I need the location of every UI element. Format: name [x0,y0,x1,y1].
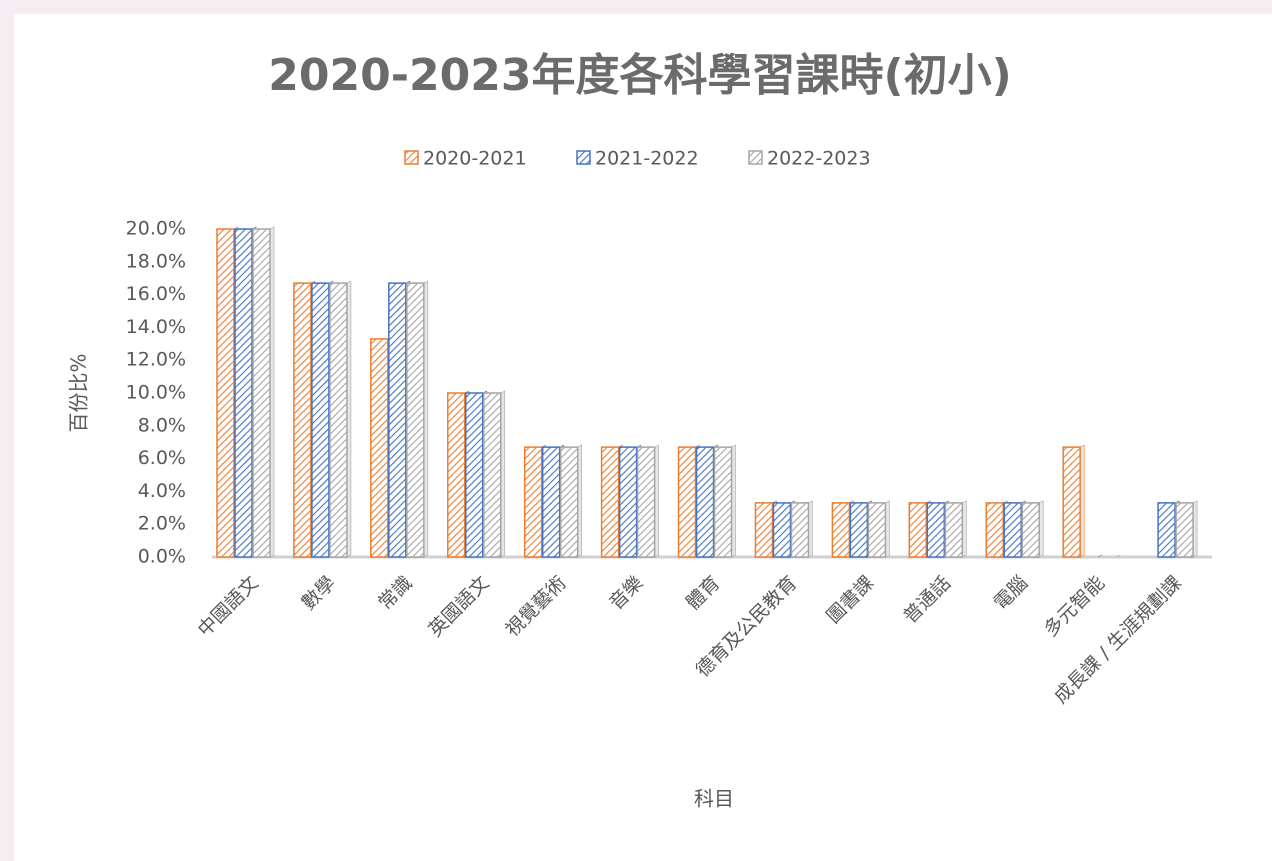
bar [407,283,424,557]
legend-swatch [577,151,590,164]
bar [945,503,962,557]
chart: 2020-2023年度各科學習課時(初小) 百份比% 科目 0.0% 2.0% 4.… [0,0,1272,861]
bar [525,447,542,557]
bar [832,503,849,557]
bar [986,503,1003,557]
bar [755,503,772,557]
y-tick-label: 14.0% [126,316,186,338]
bar [371,339,388,557]
bar [330,283,347,557]
bar [850,503,867,557]
y-tick-label: 10.0% [126,382,186,404]
bar [389,283,406,557]
y-tick-label: 4.0% [138,480,186,502]
bar [543,447,560,557]
bar [715,447,732,557]
bar [448,393,465,557]
legend-label: 2020-2021 [423,148,527,170]
x-axis-title: 科目 [694,787,734,811]
y-tick-label: 18.0% [126,250,186,272]
bar [868,503,885,557]
bar [312,283,329,557]
bar [217,229,234,557]
y-tick-label: 8.0% [138,414,186,436]
bar [620,447,637,557]
bar [1022,503,1039,557]
chart-title: 2020-2023年度各科學習課時(初小) [268,50,1011,101]
bar [927,503,944,557]
bar [1176,503,1193,557]
bar [253,229,270,557]
chart-card [14,14,1272,861]
bar [697,447,714,557]
legend-label: 2021-2022 [595,148,699,170]
legend-swatch [749,151,762,164]
bar [466,393,483,557]
y-tick-label: 2.0% [138,513,186,535]
bar [484,393,501,557]
bar [679,447,696,557]
bar [561,447,578,557]
bar [638,447,655,557]
bar [294,283,311,557]
y-tick-label: 16.0% [126,283,186,305]
y-tick-label: 12.0% [126,349,186,371]
bar [1063,447,1080,557]
bar [235,229,252,557]
bar [1004,503,1021,557]
bar [602,447,619,557]
y-tick-label: 0.0% [138,546,186,568]
y-tick-label: 20.0% [126,218,186,240]
legend-swatch [405,151,418,164]
legend-label: 2022-2023 [767,148,871,170]
bar [909,503,926,557]
y-axis-title: 百份比% [67,353,91,432]
y-tick-label: 6.0% [138,447,186,469]
bar [1158,503,1175,557]
bar [773,503,790,557]
bar [791,503,808,557]
